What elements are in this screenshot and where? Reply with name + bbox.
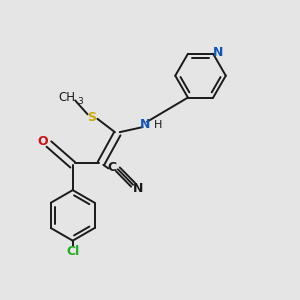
Text: N: N [140,118,151,131]
Text: N: N [213,46,224,59]
Text: 3: 3 [77,97,83,106]
Text: Cl: Cl [66,245,79,258]
Text: CH: CH [58,92,75,104]
Text: O: O [37,135,48,148]
Text: N: N [133,182,143,195]
Text: H: H [154,120,162,130]
Text: C: C [107,161,116,174]
Text: S: S [88,111,97,124]
